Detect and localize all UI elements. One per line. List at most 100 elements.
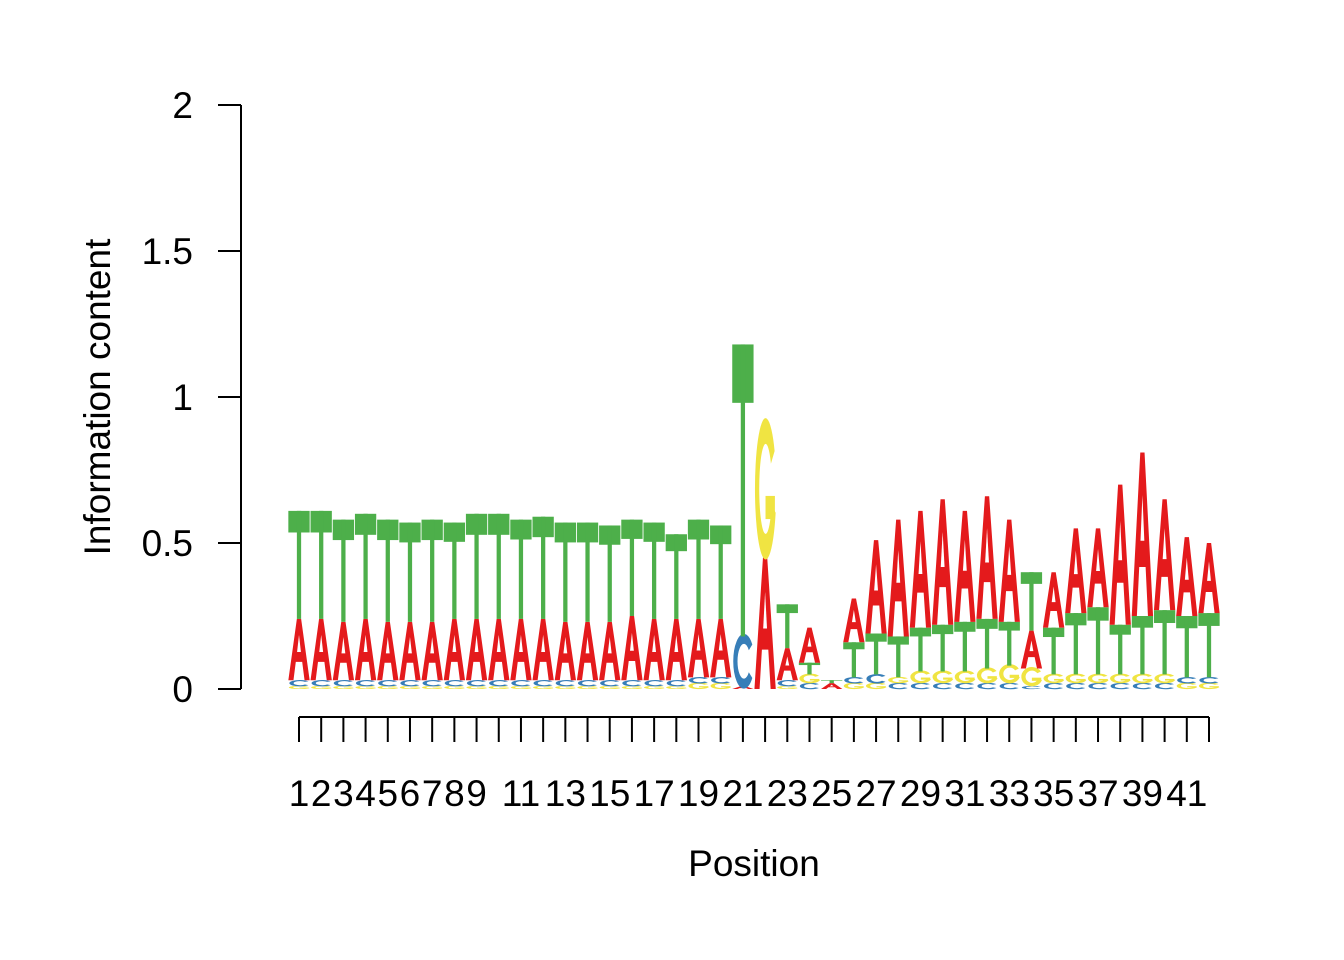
letter-A-pos-1 bbox=[288, 618, 310, 681]
letter-A-pos-3 bbox=[332, 621, 355, 681]
letter-T-pos-7 bbox=[421, 519, 443, 622]
x-axis-label: Position bbox=[688, 843, 820, 884]
letter-T-pos-36 bbox=[1065, 613, 1087, 675]
letter-A-pos-37 bbox=[1087, 528, 1109, 608]
letter-T-pos-28 bbox=[887, 636, 909, 678]
letter-C-pos-27 bbox=[866, 673, 886, 684]
letter-T-pos-6 bbox=[399, 522, 421, 622]
letter-C-pos-42 bbox=[1199, 677, 1219, 684]
letter-C-pos-29 bbox=[910, 682, 930, 690]
letter-C-pos-39 bbox=[1132, 682, 1152, 690]
letter-A-pos-11 bbox=[510, 618, 532, 681]
letter-C-pos-2 bbox=[311, 679, 331, 687]
letter-G-pos-16 bbox=[621, 685, 643, 690]
letter-G-pos-27 bbox=[865, 682, 887, 690]
letter-T-pos-23 bbox=[776, 604, 798, 649]
x-tick-label: 7 bbox=[422, 773, 443, 814]
letter-G-pos-3 bbox=[333, 685, 354, 690]
letter-G-pos-39 bbox=[1132, 673, 1153, 684]
letter-G-pos-14 bbox=[577, 685, 599, 690]
letter-G-pos-28 bbox=[888, 676, 909, 684]
x-tick-label: 11 bbox=[502, 773, 540, 814]
letter-T-pos-11 bbox=[510, 519, 532, 619]
letter-G-pos-17 bbox=[644, 685, 665, 690]
letter-A-pos-41 bbox=[1176, 537, 1198, 616]
letter-A-pos-9 bbox=[465, 618, 488, 681]
x-tick-label: 6 bbox=[400, 773, 421, 814]
letter-A-pos-33 bbox=[998, 519, 1020, 622]
letter-G-pos-20 bbox=[710, 682, 732, 690]
x-tick-label: 29 bbox=[900, 773, 941, 814]
y-tick-label: 0 bbox=[172, 669, 193, 710]
letter-T-pos-27 bbox=[865, 633, 887, 675]
letter-T-pos-16 bbox=[621, 519, 643, 616]
letter-T-pos-14 bbox=[576, 522, 599, 622]
letter-A-pos-31 bbox=[954, 510, 976, 622]
letter-A-pos-5 bbox=[377, 621, 399, 681]
letter-T-pos-10 bbox=[488, 513, 510, 619]
letter-A-pos-40 bbox=[1153, 499, 1176, 611]
x-tick-label: 39 bbox=[1122, 773, 1163, 814]
letter-A-pos-26 bbox=[843, 598, 865, 643]
letter-G-pos-40 bbox=[1154, 673, 1176, 684]
letter-T-pos-1 bbox=[288, 510, 310, 619]
x-tick-label: 25 bbox=[811, 773, 852, 814]
letter-C-pos-30 bbox=[933, 682, 953, 690]
letter-T-pos-17 bbox=[643, 522, 665, 619]
x-tick-label: 8 bbox=[444, 773, 465, 814]
letter-T-pos-9 bbox=[465, 513, 488, 619]
letter-G-pos-36 bbox=[1065, 673, 1087, 684]
letter-G-pos-31 bbox=[954, 670, 976, 684]
letter-A-pos-10 bbox=[488, 618, 510, 681]
letter-G-pos-2 bbox=[311, 685, 332, 690]
letter-A-pos-17 bbox=[643, 618, 665, 681]
letter-C-pos-16 bbox=[622, 679, 642, 687]
letter-G-pos-11 bbox=[510, 685, 532, 690]
letter-A-pos-12 bbox=[532, 618, 554, 681]
letter-A-pos-29 bbox=[909, 510, 932, 628]
letter-A-pos-30 bbox=[932, 499, 954, 625]
x-tick-label: 35 bbox=[1033, 773, 1074, 814]
letter-A-pos-19 bbox=[687, 618, 710, 678]
y-tick-label: 0.5 bbox=[142, 523, 193, 564]
letter-T-pos-5 bbox=[377, 519, 399, 622]
letter-T-pos-35 bbox=[1042, 627, 1065, 675]
letter-T-pos-20 bbox=[710, 525, 732, 619]
letter-A-pos-20 bbox=[710, 618, 732, 678]
logo-letters bbox=[288, 344, 1220, 690]
letter-A-pos-23 bbox=[776, 648, 798, 681]
letter-A-pos-36 bbox=[1065, 528, 1087, 614]
letter-C-pos-19 bbox=[688, 677, 708, 684]
letter-A-pos-14 bbox=[576, 621, 599, 681]
letter-C-pos-6 bbox=[400, 679, 420, 687]
x-tick-label: 19 bbox=[678, 773, 719, 814]
letter-G-pos-18 bbox=[666, 685, 687, 690]
letter-A-pos-2 bbox=[310, 618, 332, 681]
letter-T-pos-3 bbox=[332, 519, 355, 622]
x-tick-label: 27 bbox=[855, 773, 896, 814]
letter-C-pos-9 bbox=[466, 679, 486, 687]
x-tick-label: 23 bbox=[767, 773, 808, 814]
letter-G-pos-41 bbox=[1176, 682, 1198, 690]
x-tick-label: 33 bbox=[989, 773, 1030, 814]
x-tick-label: 17 bbox=[634, 773, 675, 814]
letter-C-pos-26 bbox=[844, 677, 864, 684]
letter-C-pos-33 bbox=[999, 682, 1019, 690]
letter-A-pos-39 bbox=[1131, 452, 1154, 616]
x-axis: 1 2 3 4 5 6 7 8 9 11 13 15 17 19 21 23 25 27 29 31 33 35 37 39 4… bbox=[289, 716, 1210, 814]
letter-G-pos-13 bbox=[555, 685, 576, 690]
letter-C-pos-35 bbox=[1044, 682, 1064, 690]
letter-G-pos-7 bbox=[422, 685, 443, 690]
letter-A-pos-35 bbox=[1042, 572, 1065, 628]
letter-C-pos-31 bbox=[955, 682, 975, 690]
x-tick-label: 2 bbox=[311, 773, 332, 814]
letter-C-pos-11 bbox=[511, 679, 531, 687]
letter-G-pos-42 bbox=[1198, 682, 1220, 690]
letter-T-pos-24 bbox=[798, 662, 821, 675]
letter-G-pos-34 bbox=[1021, 667, 1042, 687]
letter-C-pos-13 bbox=[555, 679, 575, 687]
letter-T-pos-37 bbox=[1087, 607, 1109, 675]
y-axis-label: Information content bbox=[77, 238, 118, 555]
letter-C-pos-15 bbox=[600, 679, 620, 687]
letter-C-pos-12 bbox=[533, 679, 553, 687]
